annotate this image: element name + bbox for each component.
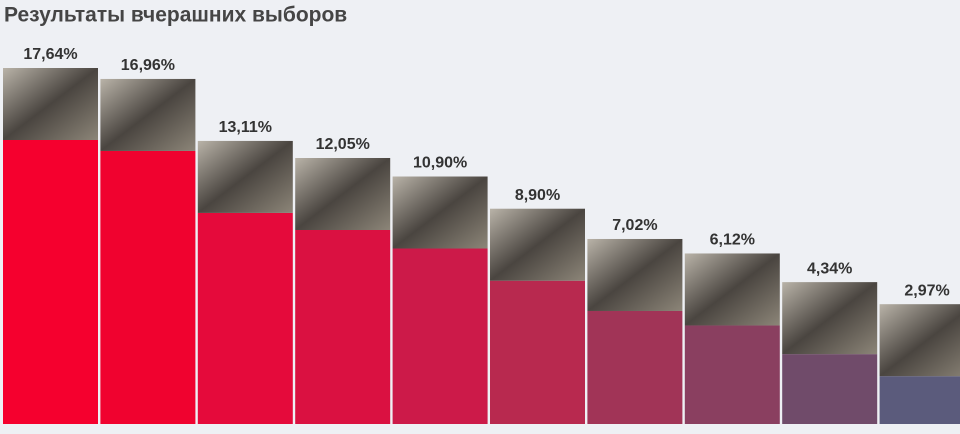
value-label: 8,90% [515,187,560,204]
value-label: 7,02% [612,217,657,234]
value-label: 13,11% [219,119,272,136]
bar [782,354,878,424]
candidate-photo [100,78,196,151]
value-label: 2,97% [904,282,949,299]
bar [490,280,585,424]
chart-title: Результаты вчерашних выборов [4,4,347,27]
bar [684,325,780,424]
value-label: 16,96% [121,57,175,74]
bar [3,139,98,424]
candidate-photo [782,282,878,355]
bar [392,248,488,424]
candidate-photo [879,304,960,377]
candidate-photo [197,140,293,213]
value-label: 17,64% [23,46,77,63]
bar [587,310,683,424]
value-label: 6,12% [710,232,755,249]
candidate-photo [684,253,780,326]
bar [100,150,196,424]
candidate-photo [3,67,98,140]
bar [197,212,293,424]
value-label: 4,34% [807,260,852,277]
candidate-photo [490,208,585,281]
candidate-photo [295,157,391,230]
bar [295,229,391,424]
value-label: 12,05% [316,136,370,153]
bar [879,376,960,424]
value-label: 10,90% [413,155,467,172]
candidate-photo [587,238,683,311]
candidate-photo [392,176,488,249]
